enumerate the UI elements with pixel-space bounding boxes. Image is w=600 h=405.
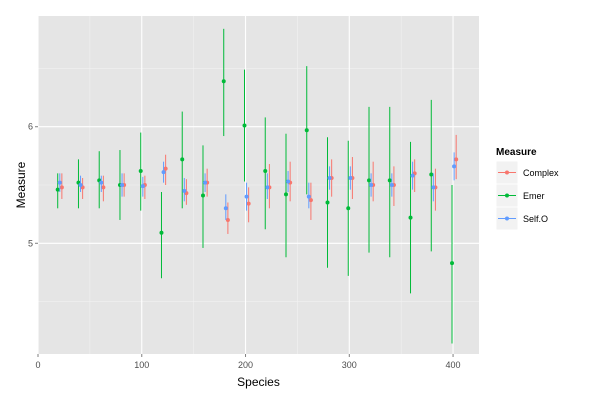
complex-point — [163, 166, 168, 171]
series-self-o — [57, 152, 457, 220]
self-o-point — [182, 188, 187, 193]
x-axis: 0 100 200 300 400 — [35, 354, 461, 370]
legend-label-complex: Complex — [523, 168, 559, 178]
self-o-point — [203, 180, 208, 185]
y-tick-label: 5 — [28, 238, 33, 248]
legend-point-self-o — [505, 216, 509, 221]
self-o-point — [286, 179, 291, 184]
emer-point — [387, 178, 392, 183]
self-o-point — [57, 180, 62, 185]
emer-point — [304, 128, 309, 133]
complex-point — [308, 198, 313, 203]
emer-point — [180, 157, 185, 162]
y-axis: 56 — [28, 122, 38, 248]
legend-item-self-o: Self.O — [495, 206, 548, 231]
emer-point — [55, 187, 60, 192]
complex-point — [59, 185, 64, 190]
self-o-point — [410, 173, 415, 178]
x-tick-label: 0 — [35, 360, 40, 370]
emer-point — [263, 169, 268, 174]
self-o-point — [452, 164, 457, 169]
self-o-point — [265, 185, 270, 190]
self-o-point — [306, 194, 311, 199]
x-tick-label: 300 — [342, 360, 357, 370]
complex-point — [246, 201, 251, 206]
self-o-point — [389, 183, 394, 187]
minor-gridlines — [38, 16, 479, 354]
self-o-point — [431, 185, 436, 190]
x-tick-label: 100 — [134, 360, 149, 370]
emer-point — [429, 172, 434, 177]
y-axis-label: Measure — [14, 161, 28, 208]
legend: Measure Complex Emer Self.O — [495, 147, 559, 231]
emer-point — [325, 200, 330, 205]
emer-point — [367, 178, 372, 183]
x-tick-label: 400 — [446, 360, 461, 370]
self-o-point — [223, 206, 228, 211]
emer-point — [450, 261, 455, 266]
emer-point — [283, 192, 288, 197]
self-o-point — [161, 170, 166, 175]
self-o-point — [140, 184, 145, 189]
emer-point — [346, 206, 351, 211]
x-axis-label: Species — [237, 375, 280, 389]
emer-point — [242, 123, 247, 128]
legend-item-emer: Emer — [495, 183, 545, 208]
x-tick-label: 200 — [238, 360, 253, 370]
legend-point-complex — [505, 170, 509, 175]
series-emer — [55, 28, 455, 344]
y-tick-label: 6 — [28, 122, 33, 132]
legend-point-emer — [505, 193, 509, 198]
self-o-point — [99, 180, 104, 185]
self-o-point — [348, 176, 353, 181]
emer-point — [221, 79, 226, 84]
legend-label-emer: Emer — [523, 191, 545, 201]
legend-label-self-o: Self.O — [523, 214, 548, 224]
legend-item-complex: Complex — [495, 160, 559, 185]
emer-point — [159, 230, 164, 235]
emer-point — [138, 169, 143, 174]
emer-point — [200, 193, 205, 198]
self-o-point — [369, 183, 374, 187]
self-o-point — [78, 183, 83, 187]
complex-point — [101, 185, 106, 190]
legend-title: Measure — [496, 147, 537, 158]
self-o-point — [120, 183, 125, 187]
self-o-point — [244, 194, 249, 199]
emer-point — [408, 215, 413, 220]
complex-point — [454, 157, 459, 162]
major-gridlines — [37, 16, 479, 354]
self-o-point — [327, 176, 332, 181]
chart-marks — [55, 28, 459, 344]
complex-point — [225, 217, 230, 222]
